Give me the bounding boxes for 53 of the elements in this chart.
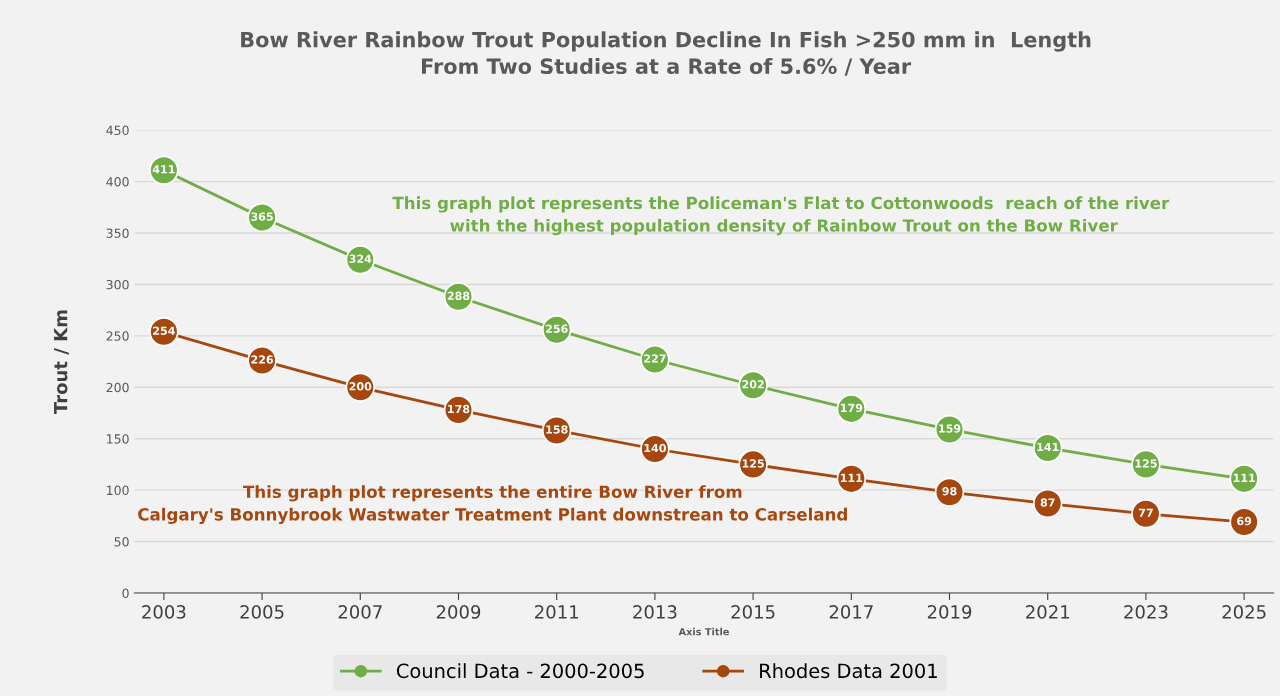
- legend-label: Council Data - 2000-2005: [396, 663, 644, 679]
- y-tick-label: 300: [106, 279, 129, 290]
- y-tick-label: 150: [107, 434, 129, 444]
- data-label: 158: [546, 425, 568, 434]
- data-label: 69: [1237, 516, 1252, 526]
- legend-label: Rhodes Data 2001: [760, 663, 937, 679]
- x-tick-label: 2009: [436, 605, 481, 619]
- y-tick-label: 0: [122, 588, 129, 598]
- x-tick-label: 2017: [829, 605, 873, 619]
- data-label: 111: [840, 473, 863, 482]
- data-label: 256: [545, 324, 568, 333]
- x-tick-label: 2007: [338, 605, 382, 619]
- x-tick-label: 2013: [633, 605, 677, 619]
- data-label: 179: [840, 403, 863, 413]
- y-tick-label: 100: [107, 485, 129, 496]
- data-label: 140: [644, 443, 666, 453]
- x-tick-label: 2019: [927, 605, 972, 619]
- x-tick-label: 2021: [1026, 605, 1070, 619]
- x-tick-label: 2011: [535, 605, 578, 619]
- x-axis-title: Axis Title: [678, 627, 729, 636]
- x-tick-label: 2023: [1124, 605, 1168, 619]
- y-tick-label: 350: [106, 228, 129, 238]
- data-label: 98: [942, 487, 957, 496]
- data-label: 141: [1037, 442, 1059, 452]
- data-label: 288: [447, 291, 470, 300]
- y-tick-label: 400: [106, 177, 129, 187]
- x-tick-label: 2005: [240, 605, 284, 619]
- data-label: 159: [939, 424, 961, 433]
- data-label: 202: [742, 380, 764, 389]
- data-label: 365: [251, 212, 273, 221]
- data-label: 226: [251, 355, 274, 364]
- data-label: 125: [1135, 459, 1157, 468]
- data-label: 227: [644, 354, 666, 363]
- y-tick-label: 50: [114, 537, 129, 547]
- data-label: 87: [1040, 498, 1055, 507]
- annotation: This graph plot represents the entire Bow River from Calgary's Bonnybrook Wastwater Treatment Plant downstrean to Carseland: [138, 485, 847, 525]
- y-axis-title: Trout / Km: [54, 310, 69, 415]
- data-label: 77: [1138, 508, 1153, 517]
- data-label: 411: [152, 165, 175, 174]
- y-tick-label: 250: [106, 331, 129, 341]
- data-label: 111: [1233, 473, 1255, 482]
- x-tick-label: 2015: [731, 605, 775, 619]
- x-tick-label: 2003: [142, 605, 186, 619]
- annotation: This graph plot represents the Policeman's Flat to Cottonwoods reach of the river with the highest population density of Rainbow Trout on the Bow River: [392, 196, 1170, 236]
- data-label: 200: [349, 382, 372, 391]
- data-label: 125: [742, 459, 764, 468]
- data-label: 254: [153, 326, 175, 335]
- x-tick-label: 2025: [1222, 605, 1266, 619]
- data-label: 178: [448, 404, 470, 414]
- y-tick-label: 450: [106, 125, 129, 136]
- y-tick-label: 200: [106, 382, 129, 393]
- data-label: 324: [349, 254, 372, 263]
- chart-title: Bow River Rainbow Trout Population Decline In Fish >250 mm in Length From Two Studies at a Rate of 5.6% / Year: [241, 31, 1091, 76]
